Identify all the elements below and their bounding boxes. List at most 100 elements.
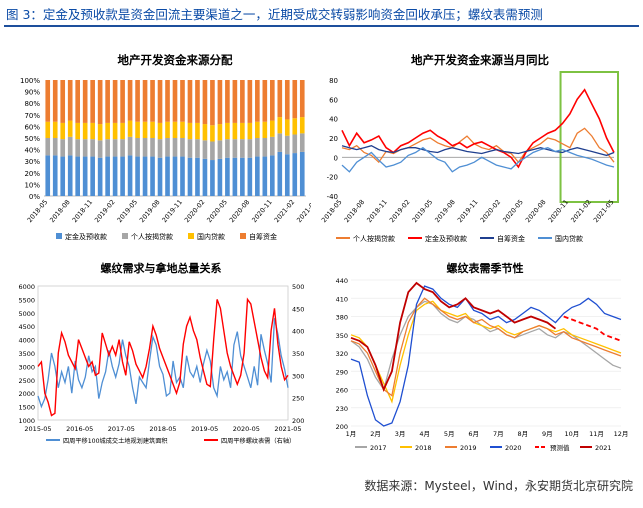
bar-segment <box>255 156 260 196</box>
y-tick-label: 30% <box>24 158 40 166</box>
bar-segment <box>75 80 81 123</box>
legend-label: 个人按揭贷款 <box>353 234 395 243</box>
x-tick-label: 2021-05 <box>274 425 301 433</box>
bar-segment <box>292 118 298 135</box>
bar-segment <box>247 80 253 123</box>
bar-segment <box>232 139 238 158</box>
rebar-seasonal-chart: 螺纹表需季节性 200 230 260 290 320 350 380 410 440 1月 2月 3月… <box>325 258 638 458</box>
plot-frame <box>37 285 289 421</box>
x-tick-label: 9月 <box>542 430 553 438</box>
x-tick-label: 2021-05 <box>295 198 311 224</box>
bar-segment <box>180 138 185 157</box>
bar-segment <box>277 80 283 118</box>
bar-segment <box>150 138 155 157</box>
bar-segment <box>135 156 140 196</box>
bar-segment <box>217 140 223 159</box>
x-tick-label: 2018-05 <box>320 198 344 224</box>
x-tick-label: 2019-05 <box>116 198 140 224</box>
legend-label: 2017 <box>370 444 387 452</box>
bar-segment <box>52 138 58 156</box>
y-tick-label: 20 <box>329 135 338 143</box>
legend-label: 自筹资金 <box>249 232 277 241</box>
series-line <box>350 300 622 404</box>
x-tick-label: 2018-11 <box>71 198 95 224</box>
bar-segment <box>277 117 283 134</box>
x-tick-label: 2019-11 <box>456 198 480 224</box>
bar-segment <box>225 122 230 140</box>
y-tick-label: 60 <box>329 96 338 104</box>
bar-segment <box>277 151 283 196</box>
bar-segment <box>292 80 298 119</box>
bar-segment <box>82 156 88 196</box>
y-tick-label: 10% <box>24 181 40 189</box>
bar-segment <box>157 122 163 140</box>
bar-segment <box>52 155 58 196</box>
bar-segment <box>187 122 193 140</box>
bar-segment <box>180 156 185 196</box>
bar-segment <box>165 138 170 157</box>
title-underline <box>4 25 639 27</box>
bar-segment <box>127 80 133 121</box>
bar-segment <box>165 156 170 196</box>
bar-segment <box>284 80 290 120</box>
bar-segment <box>284 154 290 196</box>
bar-segment <box>120 139 125 157</box>
bar-segment <box>240 122 245 140</box>
y-left-tick-label: 4500 <box>18 323 35 331</box>
bar-segment <box>195 157 200 196</box>
y-right-tick-label: 450 <box>292 305 304 313</box>
bar-segment <box>172 121 178 138</box>
bar-segment <box>202 140 208 159</box>
x-tick-label: 2019-08 <box>138 198 162 224</box>
series-line <box>350 281 557 392</box>
legend-swatch <box>122 233 128 239</box>
bar-segment <box>210 160 215 196</box>
chart-title: 螺纹需求与拿地总量关系 <box>101 261 222 275</box>
y-tick-label: 0% <box>29 193 40 201</box>
y-tick-label: 90% <box>24 89 40 97</box>
bar-segment <box>217 158 223 196</box>
bar-segment <box>67 120 73 137</box>
bar-segment <box>269 155 275 196</box>
bar-segment <box>45 80 51 122</box>
legend-label: 预测值 <box>550 443 570 452</box>
bar-segment <box>217 124 223 141</box>
legend-label: 定金及预收款 <box>425 234 467 243</box>
bar-segment <box>284 119 290 136</box>
bar-segment <box>255 138 260 157</box>
bar-segment <box>90 156 95 196</box>
bar-segment <box>82 122 88 140</box>
legend-label: 2019 <box>460 444 477 452</box>
bar-segment <box>210 80 215 126</box>
bar-segment <box>165 80 170 122</box>
x-tick-label: 2017-05 <box>108 425 135 433</box>
x-tick-label: 2020-05 <box>501 198 525 224</box>
bar-segment <box>135 80 140 122</box>
bar-segment <box>247 157 253 196</box>
bar-segment <box>67 155 73 196</box>
bar-segment <box>225 80 230 123</box>
bar-segment <box>247 139 253 158</box>
funding-yoy-svg: 地产开发资金来源当月同比 -40 -20 0 20 40 60 80 2018-05 2018-0… <box>320 53 620 243</box>
bar-segment <box>142 80 148 122</box>
x-tick-label: 2015-05 <box>24 425 51 433</box>
bar-segment <box>67 136 73 156</box>
x-tick-label: 2019-08 <box>433 198 457 224</box>
bar-segment <box>172 156 178 196</box>
bar-segment <box>195 122 200 140</box>
data-source: 数据来源：Mysteel，Wind，永安期货北京研究院 <box>364 479 633 493</box>
x-tick-label: 2016-05 <box>66 425 93 433</box>
bar-segment <box>112 139 118 157</box>
chart-title: 地产开发资金来源分配 <box>118 53 233 67</box>
bar-segment <box>97 80 103 125</box>
bar-segment <box>112 122 118 140</box>
bar-segment <box>127 155 133 196</box>
legend-label: 四周平移100城成交土地规划建筑面积 <box>63 437 168 445</box>
x-tick-label: 2019-02 <box>93 198 117 224</box>
bar-segment <box>150 121 155 138</box>
x-tick-label: 4月 <box>419 430 430 438</box>
bar-segment <box>225 157 230 196</box>
bar-segment <box>299 133 305 152</box>
y-tick-label: 350 <box>336 332 348 340</box>
x-tick-label: 3月 <box>395 430 406 438</box>
